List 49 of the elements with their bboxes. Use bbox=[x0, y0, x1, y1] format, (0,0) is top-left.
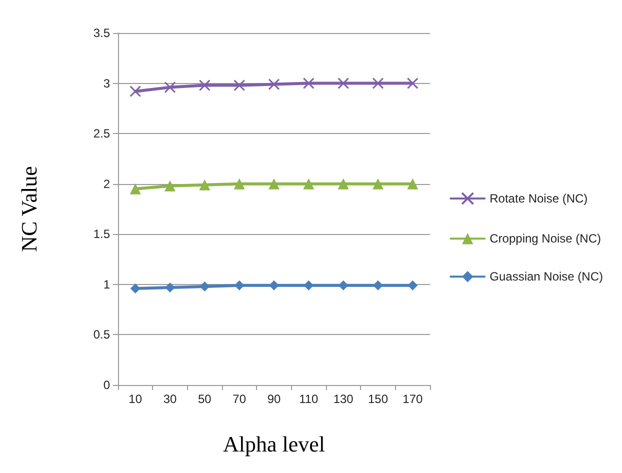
x-tick-label: 90 bbox=[267, 392, 281, 406]
x-tick-label: 110 bbox=[299, 392, 319, 406]
point bbox=[406, 78, 418, 90]
point bbox=[130, 86, 142, 98]
point bbox=[372, 78, 384, 90]
x-tick-label: 10 bbox=[128, 392, 142, 406]
point bbox=[302, 78, 314, 90]
point bbox=[165, 282, 175, 292]
point bbox=[130, 183, 141, 194]
point bbox=[164, 180, 176, 192]
point bbox=[234, 178, 245, 190]
x-tick-label: 50 bbox=[198, 392, 212, 406]
point bbox=[234, 280, 244, 290]
point bbox=[303, 178, 314, 190]
point bbox=[234, 80, 246, 92]
y-tick-label: 1.5 bbox=[93, 227, 110, 242]
point bbox=[407, 178, 418, 190]
y-tick-label: 2.5 bbox=[93, 126, 110, 141]
point bbox=[408, 280, 418, 290]
x-tick-label: 150 bbox=[368, 392, 388, 406]
legend-label: Cropping Noise (NC) bbox=[490, 232, 602, 246]
point bbox=[304, 280, 314, 290]
y-axis-title: NC Value bbox=[16, 166, 42, 252]
x-axis-title: Alpha level bbox=[222, 432, 326, 456]
point bbox=[268, 178, 280, 190]
point bbox=[338, 178, 349, 190]
point bbox=[199, 179, 210, 190]
point bbox=[373, 280, 383, 290]
y-tick-label: 0 bbox=[103, 378, 110, 392]
x-tick-label: 130 bbox=[333, 392, 354, 406]
point bbox=[164, 82, 176, 94]
x-tick-label: 170 bbox=[402, 392, 423, 406]
point bbox=[268, 78, 280, 90]
point bbox=[338, 78, 350, 90]
x-tick-label: 30 bbox=[163, 392, 177, 406]
point bbox=[338, 280, 348, 290]
point bbox=[269, 280, 279, 290]
y-tick-label: 2 bbox=[103, 176, 110, 191]
x-tick-label: 70 bbox=[232, 392, 246, 406]
y-tick-label: 3.5 bbox=[93, 26, 110, 40]
point bbox=[130, 283, 140, 294]
point bbox=[198, 80, 210, 92]
point bbox=[200, 281, 210, 292]
y-tick-label: 1 bbox=[103, 277, 110, 292]
y-tick-label: 3 bbox=[103, 76, 110, 90]
legend-label: Rotate Noise (NC) bbox=[490, 192, 588, 206]
legend-label: Guassian Noise (NC) bbox=[490, 270, 604, 284]
y-tick-label: 0.5 bbox=[93, 328, 110, 342]
point bbox=[372, 178, 384, 190]
